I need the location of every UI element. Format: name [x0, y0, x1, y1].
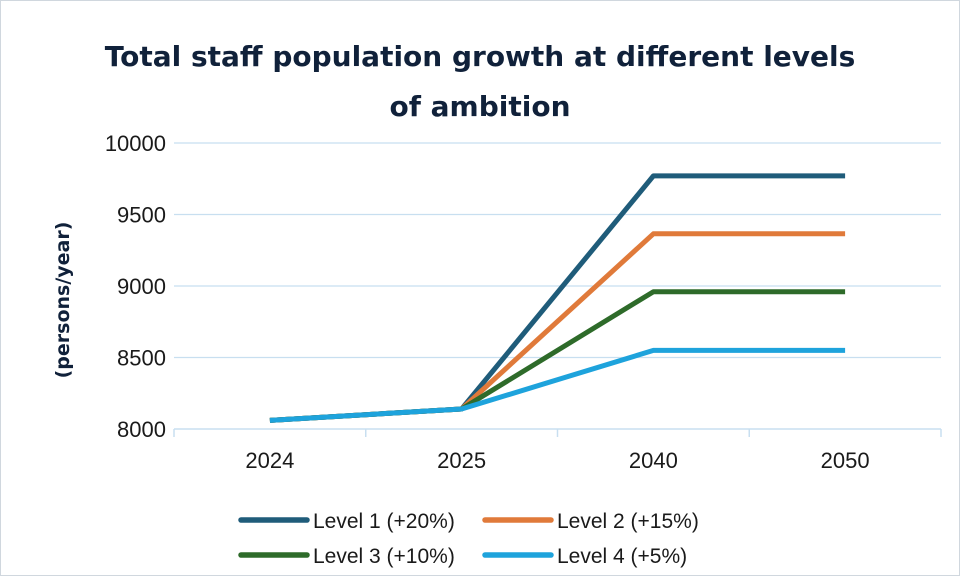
x-tick-label: 2040 [629, 448, 678, 473]
series-line-level-2 [269, 231, 846, 423]
legend: Level 1 (+20%) Level 2 (+15%) Level 3 (+10… [238, 510, 699, 568]
series-lines [269, 173, 846, 423]
series-line-level-1 [269, 173, 846, 423]
x-tick-label: 2024 [245, 448, 294, 473]
y-tick-label: 9000 [117, 274, 166, 299]
legend-label-level-3: Level 3 (+10%) [313, 545, 455, 568]
y-tick-label: 10000 [105, 131, 166, 156]
gridlines [174, 142, 941, 359]
x-tick-label: 2050 [821, 448, 870, 473]
series-line-level-3 [269, 289, 846, 423]
legend-label-level-2: Level 2 (+15%) [557, 510, 699, 533]
y-tick-labels: 8000 8500 9000 9500 10000 [105, 131, 166, 442]
legend-label-level-1: Level 1 (+20%) [313, 510, 455, 533]
x-tick-label: 2025 [437, 448, 486, 473]
chart-title: Total staff population growth at differe… [80, 32, 880, 132]
chart-title-line-1: Total staff population growth at differe… [104, 40, 856, 73]
chart-title-line-2: of ambition [389, 90, 571, 123]
y-tick-label: 8000 [117, 417, 166, 442]
legend-label-level-4: Level 4 (+5%) [557, 545, 687, 568]
y-tick-label: 8500 [117, 346, 166, 371]
y-axis-label: (persons/year) [52, 222, 74, 379]
axes [173, 428, 942, 437]
y-tick-label: 9500 [117, 203, 166, 228]
x-tick-labels: 2024 2025 2040 2050 [245, 448, 869, 473]
series-line-level-4 [269, 347, 846, 423]
